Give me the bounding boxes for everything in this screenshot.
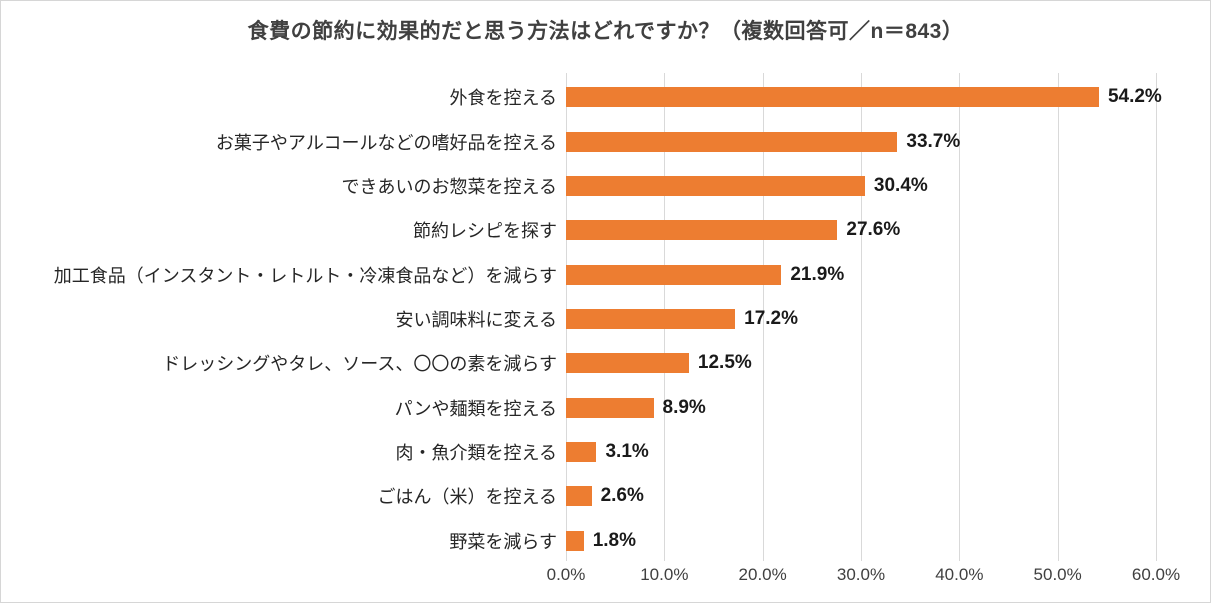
bar [566,486,592,507]
bar-row: 野菜を減らす 1.8% [1,519,1210,563]
value-label: 21.9% [790,263,845,285]
value-label: 33.7% [906,130,961,152]
bar-row: 安い調味料に変える 17.2% [1,297,1210,341]
category-label: 野菜を減らす [449,531,557,552]
bar-row: 節約レシピを探す 27.6% [1,208,1210,252]
bar-track: 17.2% [566,297,1156,341]
bar [566,131,898,152]
bar [566,353,689,374]
bar-track: 2.6% [566,474,1156,518]
bar-track: 1.8% [566,519,1156,563]
bar-row: パンや麺類を控える 8.9% [1,386,1210,430]
gridline [1156,73,1157,561]
category-label: 節約レシピを探す [413,221,557,242]
category-label: パンや麺類を控える [394,398,557,419]
gridline [1057,73,1059,561]
bar-track: 27.6% [566,208,1156,252]
bar-track: 30.4% [566,164,1156,208]
bar [566,264,782,285]
bar-track: 54.2% [566,75,1162,119]
bar [566,87,1099,108]
bar-row: 外食を控える 54.2% [1,75,1210,119]
bar [566,530,584,551]
x-axis-tick-label: 10.0% [640,565,689,584]
bar-track: 3.1% [566,430,1156,474]
bar-rows: 外食を控える 54.2% お菓子やアルコールなどの嗜好品を控える 33.7% で… [1,75,1210,563]
bar [566,220,838,241]
category-label: 加工食品（インスタント・レトルト・冷凍食品など）を減らす [53,265,557,286]
category-label: ドレッシングやタレ、ソース、〇〇の素を減らす [162,354,557,375]
bar-row: ごはん（米）を控える 2.6% [1,474,1210,518]
bar-track: 33.7% [566,119,1156,163]
x-axis-tick-label: 0.0% [546,565,586,584]
bar-track: 12.5% [566,341,1156,385]
category-label: ごはん（米）を控える [377,487,557,508]
x-axis-tick-label: 30.0% [836,565,886,584]
gridline [762,73,764,561]
chart-title: 食費の節約に効果的だと思う方法はどれですか？（複数回答可／n＝843） [247,20,964,43]
x-axis-tick-label: 40.0% [935,565,984,584]
bar [566,308,736,329]
bar-row: できあいのお惣菜を控える 30.4% [1,164,1210,208]
x-axis: 0.0% 10.0% 20.0% 30.0% 40.0% 50.0% 60.0% [1,565,1210,591]
value-label: 3.1% [605,441,649,463]
value-label: 8.9% [662,396,706,418]
x-axis-tick-label: 20.0% [738,565,787,584]
value-label: 2.6% [600,485,644,507]
category-label: できあいのお惣菜を控える [341,176,557,197]
bar-row: ドレッシングやタレ、ソース、〇〇の素を減らす 12.5% [1,341,1210,385]
category-label: 外食を控える [449,88,557,109]
gridline [861,73,862,561]
category-label: お菓子やアルコールなどの嗜好品を控える [215,132,557,153]
value-label: 54.2% [1107,86,1162,108]
value-label: 1.8% [592,529,636,551]
bar-row: 肉・魚介類を控える 3.1% [1,430,1210,474]
x-axis-tick-label: 60.0% [1131,565,1181,584]
category-label: 肉・魚介類を控える [395,443,557,464]
bar-track: 8.9% [566,386,1156,430]
value-label: 30.4% [873,174,928,196]
bar-track: 21.9% [566,252,1156,296]
x-axis-tick-label: 50.0% [1033,565,1082,584]
value-label: 12.5% [697,352,752,374]
bar [566,442,597,463]
category-label: 安い調味料に変える [395,309,557,330]
bar [566,175,865,196]
value-label: 17.2% [744,307,798,329]
bar [566,397,654,418]
value-label: 27.6% [846,219,901,241]
bar-row: お菓子やアルコールなどの嗜好品を控える 33.7% [1,119,1210,163]
gridline [959,73,961,561]
bar-row: 加工食品（インスタント・レトルト・冷凍食品など）を減らす 21.9% [1,252,1210,296]
